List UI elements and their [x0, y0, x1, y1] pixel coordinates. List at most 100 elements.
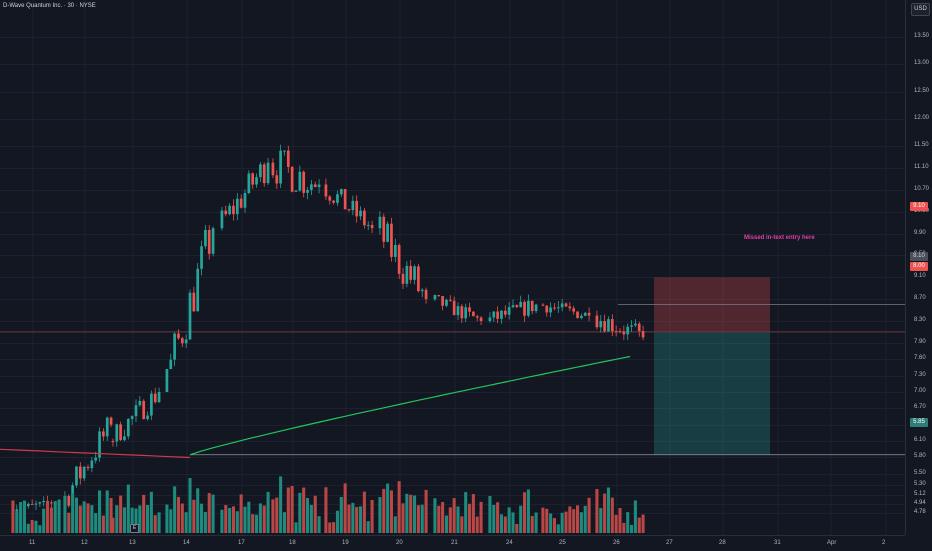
volume-bar-up — [115, 505, 119, 533]
time-axis-label: 13 — [129, 540, 136, 546]
candle-up — [317, 184, 321, 188]
volume-bar-up — [306, 497, 310, 533]
entry-price-tag: 8.10 — [910, 252, 928, 261]
symbol-title[interactable]: D-Wave Quantum Inc. · 30 · NYSE — [3, 3, 96, 9]
volume-bar-up — [599, 508, 603, 533]
volume-bar-up — [351, 502, 355, 533]
volume-bar-down — [409, 494, 413, 533]
candle-down — [424, 289, 428, 300]
volume-bar-up — [556, 524, 560, 533]
candle-up — [204, 229, 207, 247]
candle-down — [452, 300, 456, 316]
candle-up — [511, 305, 515, 308]
price-axis[interactable]: 13.5013.0012.5012.0011.5011.1010.7010.30… — [905, 0, 932, 535]
volume-bar-up — [519, 505, 523, 533]
volume-bar-down — [119, 495, 123, 533]
candle-up — [165, 369, 169, 392]
volume-bar-down — [302, 487, 306, 533]
candle-down — [595, 315, 599, 328]
candle-up — [42, 500, 46, 503]
candle-up — [420, 289, 424, 292]
time-axis-label: 20 — [396, 540, 403, 546]
candle-down — [382, 216, 386, 242]
volume-bar-up — [579, 512, 583, 533]
time-axis-label: Apr — [827, 540, 837, 546]
volume-bar-up — [366, 521, 370, 533]
candle-down — [401, 273, 405, 284]
candle-up — [519, 301, 523, 308]
volume-bar-up — [378, 497, 382, 533]
volume-bar-down — [370, 499, 374, 533]
volume-bar-down — [622, 522, 626, 533]
earnings-flag-icon[interactable]: E — [130, 524, 139, 533]
volume-bar-up — [335, 510, 339, 533]
volume-bar-down — [231, 506, 235, 533]
candle-up — [15, 509, 19, 512]
volume-bar-up — [203, 511, 207, 533]
candle-down — [262, 164, 266, 184]
candle-down — [355, 200, 359, 217]
candle-down — [111, 441, 115, 443]
currency-button[interactable]: USD — [911, 3, 930, 16]
price-axis-label: 12.00 — [914, 115, 930, 121]
volume-bar-down — [452, 498, 456, 533]
volume-bar-down — [475, 516, 479, 533]
volume-bar-down — [109, 498, 113, 533]
volume-bar-up — [456, 506, 460, 533]
candle-up — [630, 325, 633, 327]
candle-down — [343, 189, 347, 210]
volume-bar-down — [564, 511, 568, 533]
candle-down — [50, 502, 53, 504]
candle-down — [437, 295, 441, 297]
candle-down — [119, 424, 122, 441]
candle-up — [247, 173, 251, 193]
candle-down — [496, 311, 499, 319]
time-axis[interactable]: 11 12 13 14 17 18 19 20 21 24 25 26 27 28 31 Apr 2 — [0, 535, 905, 551]
candle-up — [220, 210, 224, 229]
candle-up — [38, 502, 42, 504]
candle-up — [243, 192, 247, 208]
candle-down — [553, 307, 556, 309]
candle-down — [224, 210, 228, 215]
volume-bar-up — [15, 511, 19, 533]
candle-down — [523, 301, 526, 316]
volume-bar-up — [146, 504, 150, 533]
volume-bar-down — [207, 493, 211, 533]
volume-bar-up — [499, 514, 503, 533]
volume-bar-down — [11, 500, 15, 533]
candle-up — [173, 333, 176, 360]
candle-down — [328, 196, 332, 201]
candle-up — [310, 184, 313, 191]
volume-bar-down — [30, 519, 34, 533]
candle-down — [313, 184, 317, 188]
candle-down — [637, 323, 641, 332]
volume-bar-down — [437, 505, 441, 533]
time-axis-label: 18 — [289, 540, 296, 546]
volume-bar-up — [247, 501, 251, 533]
candle-up — [556, 307, 560, 309]
volume-bar-down — [313, 495, 317, 533]
volume-bar-down — [468, 503, 472, 533]
volume-bar-down — [251, 514, 255, 533]
volume-bar-up — [165, 504, 169, 533]
entry-annotation[interactable]: Missed in-text entry here — [744, 235, 815, 241]
volume-bar-up — [492, 504, 496, 533]
volume-bar-up — [98, 490, 102, 533]
volume-bar-up — [534, 512, 538, 533]
candle-down — [347, 209, 351, 211]
volume-bar-up — [433, 498, 437, 533]
candle-up — [445, 299, 448, 306]
volume-bar-down — [541, 507, 545, 533]
volume-bar-down — [324, 487, 328, 533]
candle-down — [177, 333, 180, 339]
candle-down — [67, 495, 71, 506]
volume-bar-down — [471, 494, 475, 533]
candle-down — [324, 184, 328, 197]
volume-bar-down — [637, 517, 641, 533]
volume-bar-down — [552, 518, 556, 533]
volume-bar-up — [464, 492, 468, 533]
time-axis-label: 27 — [666, 540, 673, 546]
price-axis-label: 11.10 — [914, 164, 929, 171]
candle-up — [211, 228, 215, 254]
